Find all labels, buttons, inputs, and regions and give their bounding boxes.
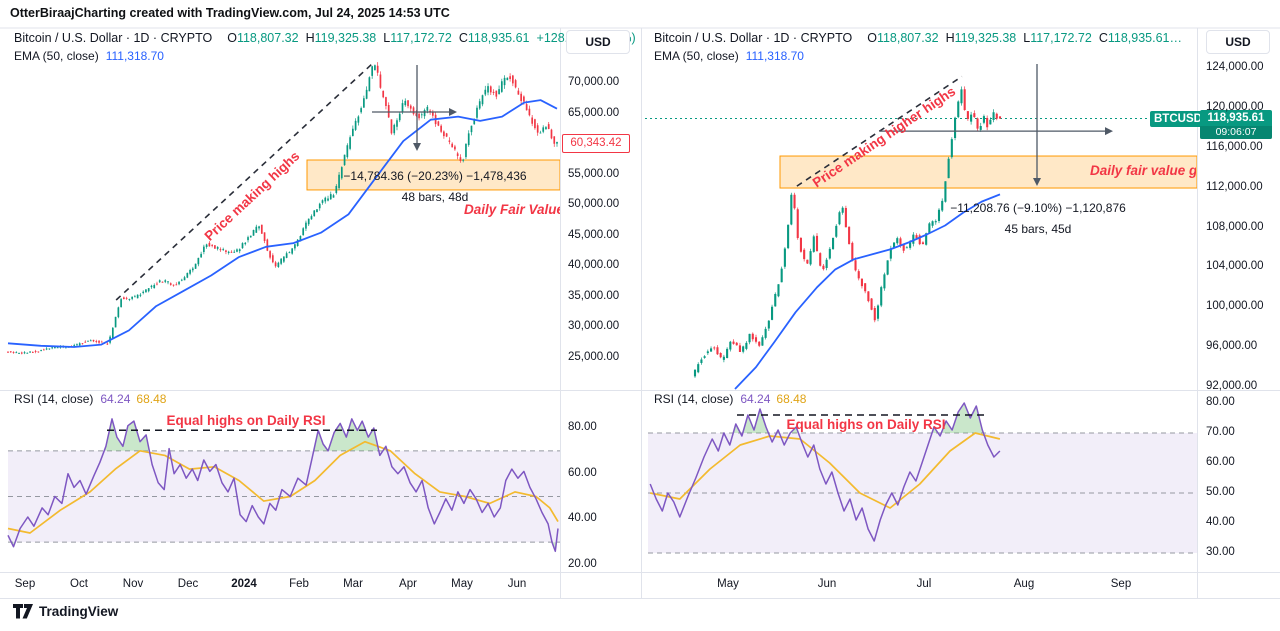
price-tick: 65,000.00: [568, 106, 620, 119]
ema-value: 111,318.70: [745, 49, 804, 63]
bar-countdown: 09:06:07: [1200, 126, 1272, 139]
time-tick: May: [717, 578, 739, 590]
price-tick: 100,000.00: [1206, 300, 1264, 313]
price-tick: 104,000.00: [1206, 260, 1264, 273]
price-tick: 45,000.00: [568, 228, 620, 241]
price-tick: 120,000.00: [1206, 100, 1264, 113]
currency-button-right[interactable]: USD: [1206, 30, 1270, 54]
rsi-tick: 60.00: [568, 466, 597, 479]
price-tick: 35,000.00: [568, 289, 620, 302]
last-price-label-right: 118,935.61 09:06:07: [1200, 110, 1272, 139]
rsi-value: 64.24: [100, 392, 131, 406]
rsi-ma-value: 68.48: [136, 392, 167, 406]
ohlc-close-value: 118,935.61: [467, 31, 530, 45]
ohlc-open-key: O: [867, 31, 877, 45]
fvg-label-right: Daily fair value ga: [1090, 163, 1196, 178]
price-tick: 116,000.00: [1206, 140, 1263, 153]
legend-right: Bitcoin / U.S. Dollar · 1D · CRYPTO O118,…: [654, 31, 1182, 45]
ohlc-high-value: 119,325.38: [314, 31, 377, 45]
last-price-value: 118,935.61: [1207, 112, 1265, 124]
tradingview-logo-text: TradingView: [39, 604, 119, 619]
ema-legend-right: EMA (50, close) 111,318.70: [654, 49, 804, 63]
attribution: OtterBiraajCharting created with Trading…: [10, 6, 450, 20]
rsi-legend-right: RSI (14, close) 64.24 68.48: [654, 392, 811, 406]
ohlc-close-value: 118,935.61…: [1107, 31, 1183, 45]
symbol-title[interactable]: Bitcoin / U.S. Dollar · 1D · CRYPTO: [654, 31, 853, 45]
rsi-tick: 60.00: [1206, 456, 1235, 468]
measure-text-left-2: 48 bars, 48d: [401, 190, 469, 204]
time-tick: Oct: [70, 578, 88, 590]
ohlc-low-key: L: [383, 31, 391, 45]
ohlc-high-key: H: [945, 31, 955, 45]
price-tick: 124,000.00: [1206, 61, 1264, 73]
price-tick: 70,000.00: [568, 76, 620, 88]
time-tick: Jun: [817, 578, 837, 590]
price-tick: 50,000.00: [568, 198, 620, 211]
ohlc-close-key: C: [458, 31, 468, 45]
ohlc-low-value: 117,172.72: [1030, 31, 1092, 45]
price-tick: 92,000.00: [1206, 380, 1258, 392]
last-price-label-left: 60,343.42: [562, 133, 630, 153]
rsi-ma-value: 68.48: [776, 392, 807, 406]
legend-left: Bitcoin / U.S. Dollar · 1D · CRYPTO O118,…: [14, 31, 636, 45]
measure-text-right-1: −11,208.76 (−9.10%) −1,120,876: [950, 201, 1126, 215]
fvg-label-left: Daily Fair Value G: [464, 202, 560, 217]
time-tick: Jun: [507, 578, 527, 590]
time-tick: Apr: [399, 578, 417, 590]
ohlc-low-key: L: [1023, 31, 1031, 45]
time-tick: 2024: [231, 578, 257, 590]
price-tick: 40,000.00: [568, 259, 620, 272]
rsi-tick: 40.00: [568, 512, 597, 525]
rsi-tick: 50.00: [1206, 486, 1235, 498]
rsi-annotation-right: Equal highs on Daily RSI: [786, 417, 946, 432]
time-tick: Nov: [122, 578, 144, 590]
time-tick: Jul: [916, 578, 932, 590]
time-tick: Mar: [343, 578, 363, 590]
price-tick: 55,000.00: [568, 167, 620, 180]
ema-label: EMA (50, close): [14, 49, 99, 63]
ohlc-low-value: 117,172.72: [390, 31, 452, 45]
time-tick: May: [451, 578, 473, 590]
price-tick: 96,000.00: [1206, 340, 1258, 353]
symbol-pill: BTCUSD: [1150, 111, 1206, 127]
measure-text-right-2: 45 bars, 45d: [1004, 222, 1072, 236]
rsi-label: RSI (14, close): [14, 392, 94, 406]
currency-button-left[interactable]: USD: [566, 30, 630, 54]
ohlc-high-key: H: [305, 31, 315, 45]
time-tick: Dec: [177, 578, 199, 590]
tradingview-logo[interactable]: TradingView: [13, 604, 118, 619]
rsi-tick: 40.00: [1206, 516, 1235, 528]
ohlc-high-value: 119,325.38: [954, 31, 1017, 45]
rsi-tick: 20.00: [568, 558, 597, 570]
rsi-label: RSI (14, close): [654, 392, 734, 406]
rsi-tick: 80.00: [1206, 396, 1235, 408]
symbol-title[interactable]: Bitcoin / U.S. Dollar · 1D · CRYPTO: [14, 31, 213, 45]
time-tick: Aug: [1013, 578, 1035, 590]
price-tick: 108,000.00: [1206, 220, 1264, 233]
time-tick: Feb: [289, 578, 309, 590]
rsi-annotation-left: Equal highs on Daily RSI: [166, 413, 326, 428]
rsi-tick: 80.00: [568, 421, 597, 433]
ohlc-open-key: O: [227, 31, 237, 45]
ohlc-open-value: 118,807.32: [236, 31, 299, 45]
price-tick: 112,000.00: [1206, 180, 1263, 193]
price-tick: 30,000.00: [568, 320, 620, 333]
rsi-tick: 70.00: [1206, 426, 1235, 438]
rsi-value: 64.24: [740, 392, 771, 406]
time-tick: Sep: [1110, 578, 1132, 590]
ema-value: 111,318.70: [105, 49, 164, 63]
ohlc-close-key: C: [1098, 31, 1108, 45]
ohlc-open-value: 118,807.32: [876, 31, 939, 45]
ema-legend-left: EMA (50, close) 111,318.70: [14, 49, 164, 63]
rsi-tick: 30.00: [1206, 546, 1235, 558]
time-tick: Sep: [14, 578, 36, 590]
tradingview-logo-icon: [13, 604, 33, 619]
rsi-legend-left: RSI (14, close) 64.24 68.48: [14, 392, 171, 406]
measure-text-left-1: −14,784.36 (−20.23%) −1,478,436: [343, 169, 527, 183]
ema-label: EMA (50, close): [654, 49, 739, 63]
price-tick: 25,000.00: [568, 351, 620, 363]
